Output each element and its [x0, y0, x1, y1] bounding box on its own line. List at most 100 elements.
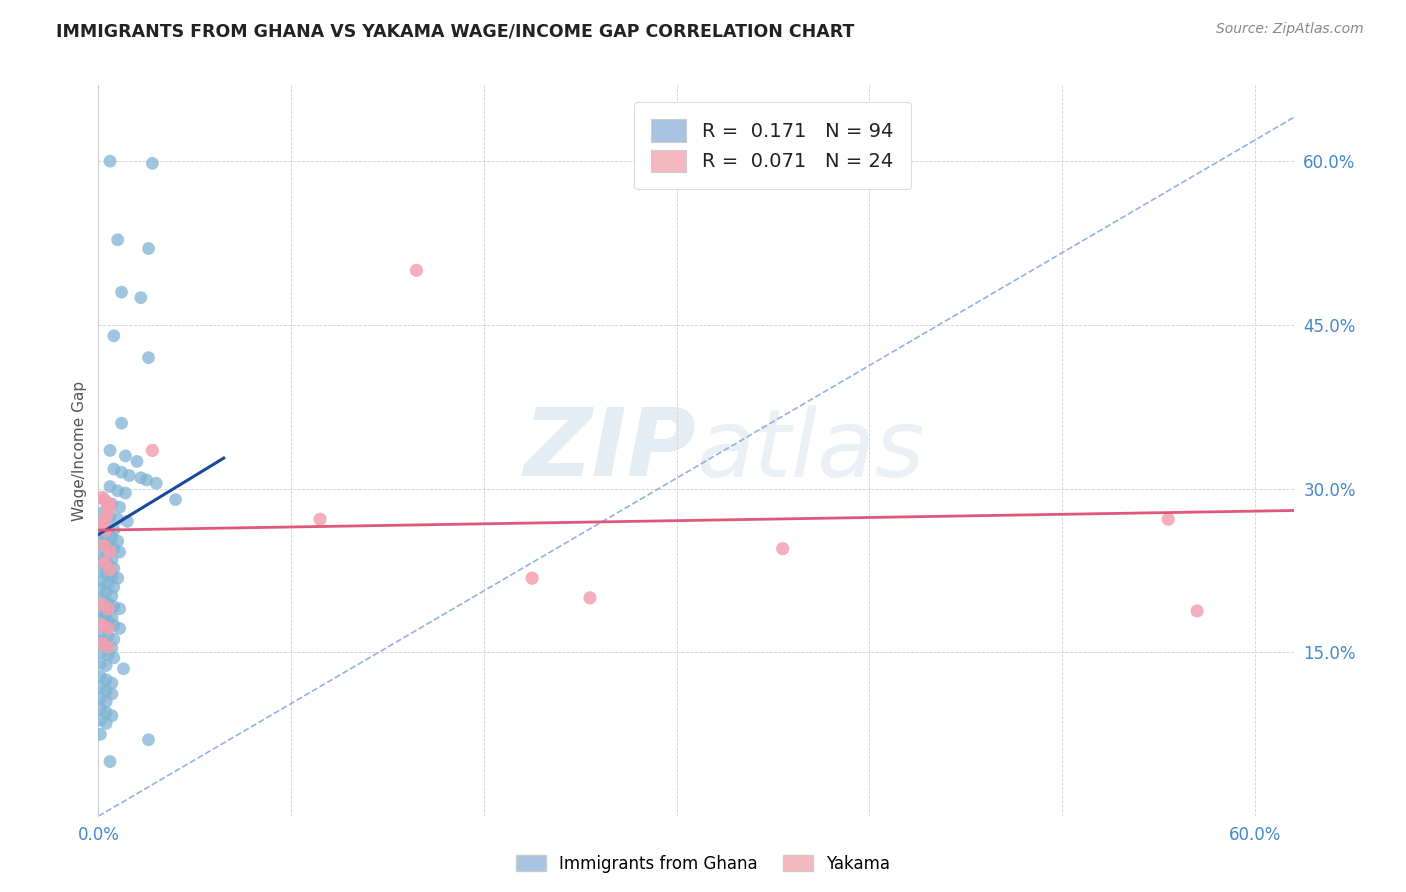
- Point: [91, 598, 114, 612]
- Point: [129, 291, 152, 305]
- Point: [114, 449, 136, 463]
- Point: [98, 498, 121, 512]
- Point: [103, 541, 125, 556]
- Point: [107, 512, 129, 526]
- Point: [91, 556, 114, 570]
- Point: [108, 621, 131, 635]
- Point: [98, 443, 121, 458]
- Point: [89, 691, 111, 706]
- Point: [101, 497, 124, 511]
- Point: [165, 492, 187, 507]
- Point: [108, 601, 131, 615]
- Point: [103, 462, 125, 476]
- Point: [117, 515, 139, 529]
- Point: [405, 263, 427, 277]
- Point: [94, 566, 117, 581]
- Point: [135, 473, 157, 487]
- Point: [93, 538, 115, 552]
- Point: [1157, 512, 1180, 526]
- Point: [520, 571, 543, 585]
- Point: [98, 562, 121, 576]
- Point: [91, 536, 114, 550]
- Point: [94, 495, 117, 509]
- Point: [89, 564, 111, 578]
- Point: [91, 516, 114, 531]
- Point: [103, 599, 125, 614]
- Point: [97, 601, 120, 615]
- Point: [94, 607, 117, 622]
- Point: [1185, 604, 1208, 618]
- Point: [103, 561, 125, 575]
- Legend: R =  0.171   N = 94, R =  0.071   N = 24: R = 0.171 N = 94, R = 0.071 N = 24: [634, 102, 911, 189]
- Point: [101, 641, 124, 656]
- Point: [579, 591, 602, 605]
- Text: Source: ZipAtlas.com: Source: ZipAtlas.com: [1216, 22, 1364, 37]
- Point: [89, 727, 111, 741]
- Point: [101, 676, 124, 690]
- Point: [101, 552, 124, 566]
- Point: [94, 523, 117, 537]
- Point: [101, 708, 124, 723]
- Point: [107, 483, 129, 498]
- Point: [91, 491, 114, 505]
- Point: [108, 500, 131, 515]
- Point: [94, 716, 117, 731]
- Point: [94, 510, 117, 524]
- Point: [89, 525, 111, 540]
- Point: [89, 657, 111, 671]
- Point: [110, 416, 132, 430]
- Point: [93, 492, 115, 507]
- Point: [91, 506, 114, 520]
- Point: [89, 634, 111, 648]
- Point: [94, 673, 117, 687]
- Point: [98, 545, 121, 559]
- Point: [89, 604, 111, 618]
- Point: [93, 556, 115, 570]
- Point: [97, 629, 120, 643]
- Point: [97, 615, 120, 629]
- Point: [97, 596, 120, 610]
- Point: [129, 471, 152, 485]
- Point: [89, 702, 111, 716]
- Legend: Immigrants from Ghana, Yakama: Immigrants from Ghana, Yakama: [509, 848, 897, 880]
- Point: [101, 589, 124, 603]
- Point: [94, 528, 117, 542]
- Point: [91, 645, 114, 659]
- Point: [97, 576, 120, 591]
- Point: [91, 574, 114, 589]
- Point: [103, 580, 125, 594]
- Point: [101, 610, 124, 624]
- Point: [103, 328, 125, 343]
- Point: [108, 545, 131, 559]
- Point: [101, 687, 124, 701]
- Point: [107, 233, 129, 247]
- Point: [125, 454, 148, 468]
- Point: [94, 706, 117, 720]
- Point: [91, 593, 114, 607]
- Point: [97, 520, 120, 534]
- Point: [772, 541, 794, 556]
- Point: [94, 683, 117, 698]
- Point: [94, 585, 117, 599]
- Point: [97, 648, 120, 662]
- Point: [91, 516, 114, 531]
- Point: [103, 632, 125, 647]
- Point: [94, 638, 117, 652]
- Point: [141, 443, 163, 458]
- Point: [107, 534, 129, 549]
- Point: [114, 486, 136, 500]
- Point: [98, 755, 121, 769]
- Point: [110, 285, 132, 300]
- Point: [91, 613, 114, 627]
- Point: [101, 531, 124, 545]
- Point: [97, 538, 120, 552]
- Point: [138, 351, 160, 365]
- Point: [89, 681, 111, 695]
- Point: [89, 582, 111, 596]
- Point: [97, 621, 120, 635]
- Text: IMMIGRANTS FROM GHANA VS YAKAMA WAGE/INCOME GAP CORRELATION CHART: IMMIGRANTS FROM GHANA VS YAKAMA WAGE/INC…: [56, 22, 855, 40]
- Point: [103, 523, 125, 537]
- Point: [98, 154, 121, 169]
- Point: [97, 640, 120, 654]
- Point: [94, 549, 117, 564]
